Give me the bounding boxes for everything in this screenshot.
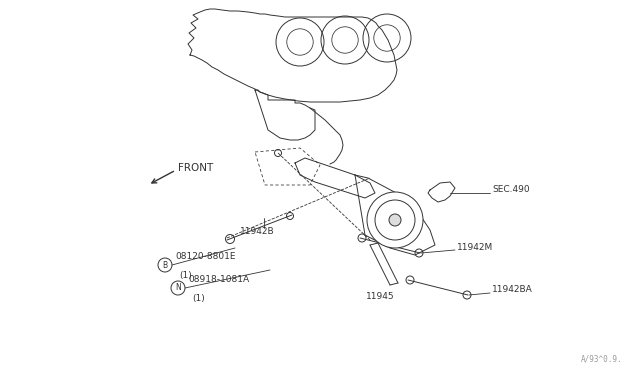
Polygon shape <box>428 182 455 202</box>
Circle shape <box>389 214 401 226</box>
Circle shape <box>367 192 423 248</box>
Text: 11945: 11945 <box>365 292 394 301</box>
Polygon shape <box>355 175 435 255</box>
Circle shape <box>171 281 185 295</box>
Text: 08918-1081A: 08918-1081A <box>188 275 249 284</box>
Text: B: B <box>163 260 168 269</box>
Text: FRONT: FRONT <box>178 163 213 173</box>
Polygon shape <box>295 158 375 198</box>
Text: A/93^0.9.: A/93^0.9. <box>580 355 622 364</box>
Circle shape <box>158 258 172 272</box>
Text: 11942M: 11942M <box>457 243 493 251</box>
Text: SEC.490: SEC.490 <box>492 186 530 195</box>
Text: 11942BA: 11942BA <box>492 285 532 295</box>
Text: 08120-8801E: 08120-8801E <box>175 252 236 261</box>
Text: 11942B: 11942B <box>240 227 275 236</box>
Text: (1): (1) <box>179 271 192 280</box>
Text: (1): (1) <box>192 294 205 303</box>
Text: N: N <box>175 283 181 292</box>
